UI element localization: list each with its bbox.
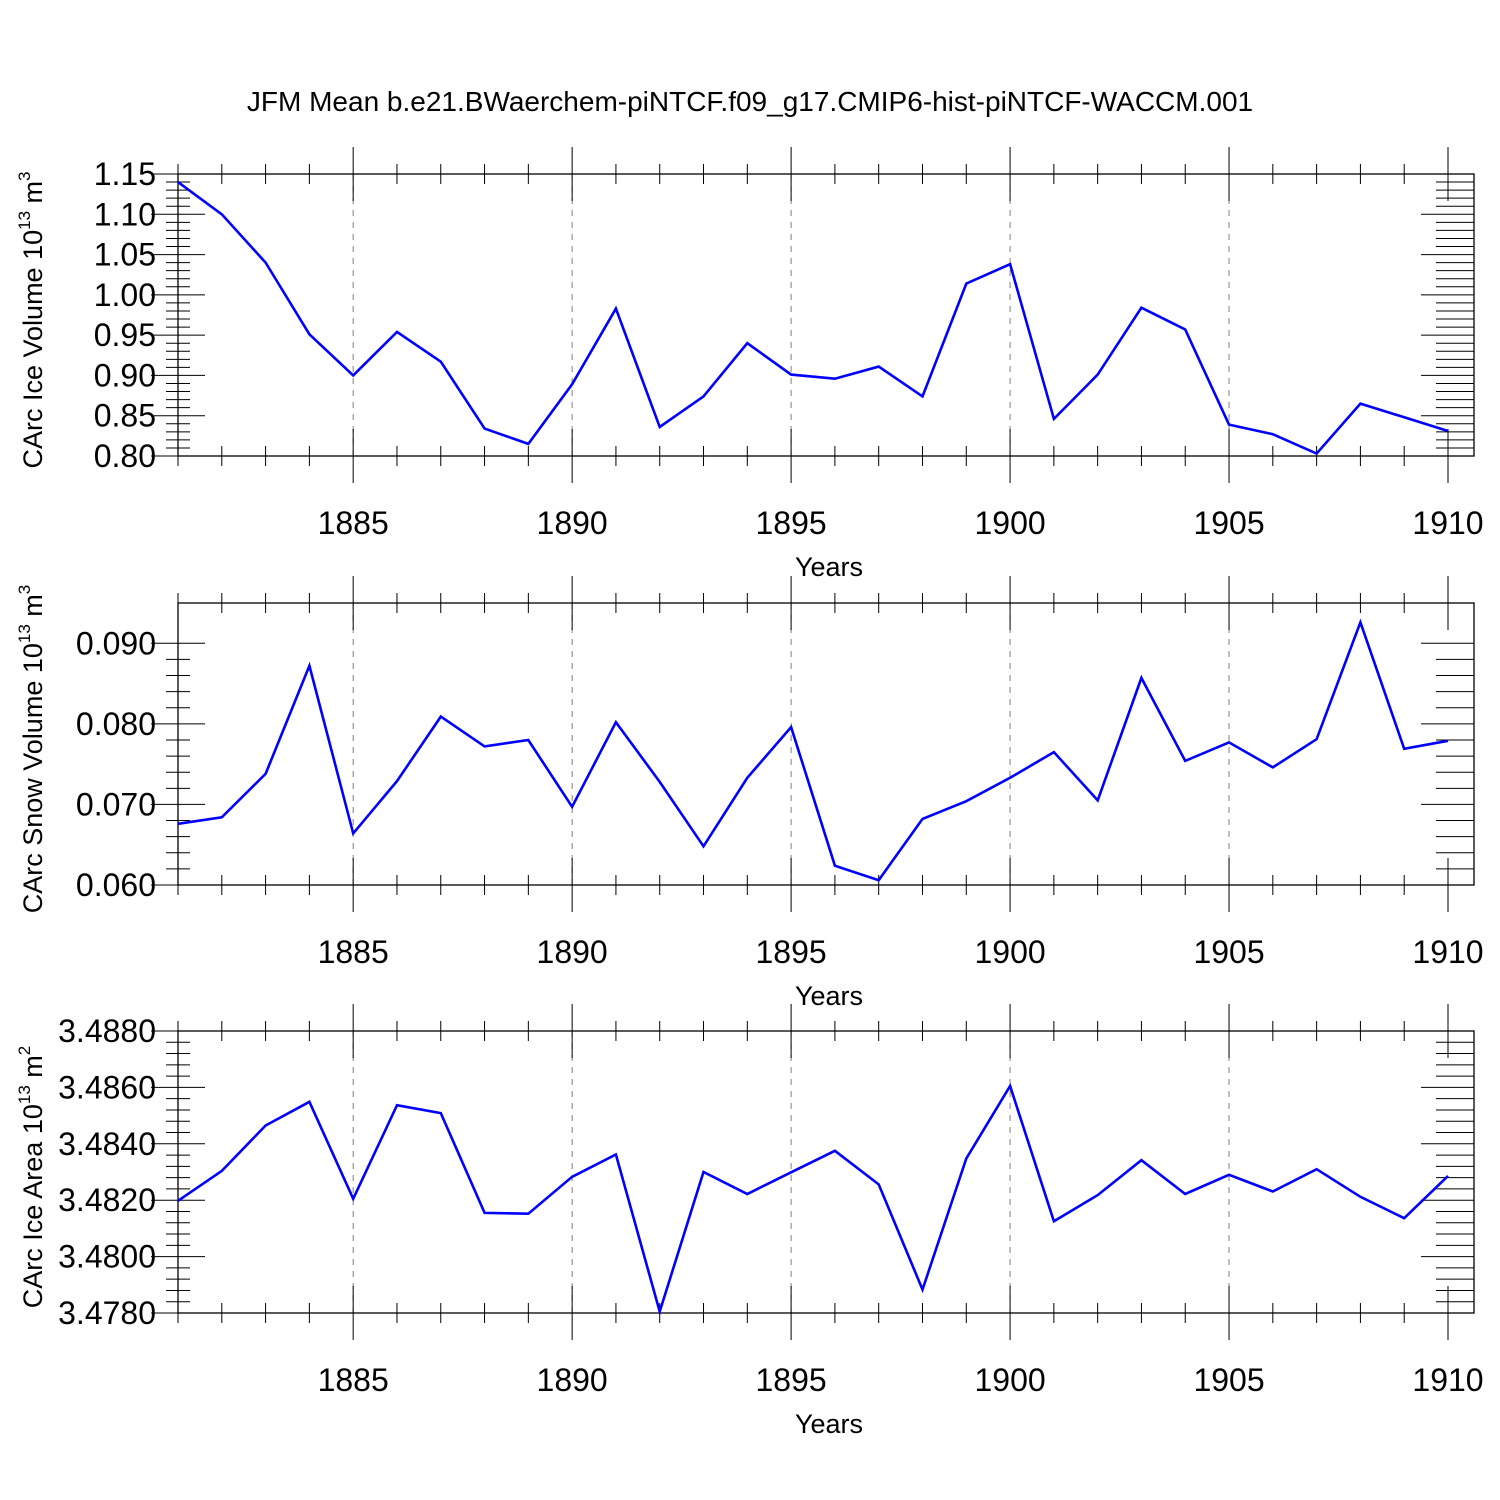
y-tick-label: 0.90 — [94, 357, 156, 393]
plot-frame — [177, 173, 1475, 457]
y-axis-label: CArc Ice Area 1013 m2 — [15, 1046, 48, 1309]
figure-title: JFM Mean b.e21.BWaerchem-piNTCF.f09_g17.… — [247, 86, 1253, 117]
x-tick-label: 1910 — [1412, 1362, 1483, 1398]
x-axis-label: Years — [795, 981, 863, 1011]
plot-frame — [177, 602, 1475, 886]
x-axis-label: Years — [795, 1409, 863, 1439]
y-tick-label: 1.15 — [94, 156, 156, 192]
x-axis-label: Years — [795, 552, 863, 582]
y-tick-label: 1.05 — [94, 237, 156, 273]
x-tick-label: 1900 — [974, 505, 1045, 541]
series-line-snow-volume — [177, 618, 1449, 882]
y-tick-label: 0.070 — [76, 786, 156, 822]
x-tick-label: 1910 — [1412, 505, 1483, 541]
y-tick-label: 0.80 — [94, 438, 156, 474]
y-tick-label: 3.4820 — [58, 1182, 156, 1218]
panel-ice-volume: 0.80 0.85 0.90 0.95 1.00 1.05 1.10 1.15 1885 1890… — [15, 147, 1484, 582]
x-tick-label: 1885 — [318, 1362, 389, 1398]
x-tick-label: 1895 — [756, 1362, 827, 1398]
x-tick-label: 1890 — [537, 1362, 608, 1398]
x-tick-label: 1895 — [756, 934, 827, 970]
series-line-ice-volume — [177, 181, 1449, 456]
panel-ice-area: 3.4780 3.4800 3.4820 3.4840 3.4860 3.4880 1885… — [15, 1004, 1484, 1439]
x-tick-label: 1905 — [1193, 934, 1264, 970]
x-tick-label: 1905 — [1193, 1362, 1264, 1398]
y-axis-label: CArc Ice Volume 1013 m3 — [15, 171, 48, 468]
x-tick-label: 1890 — [537, 934, 608, 970]
y-tick-label: 1.10 — [94, 196, 156, 232]
series-line-ice-area — [177, 1082, 1449, 1317]
x-tick-label: 1890 — [537, 505, 608, 541]
x-tick-label: 1905 — [1193, 505, 1264, 541]
panel-snow-volume: 0.060 0.070 0.080 0.090 1885 1890 1895 1900 1905… — [15, 576, 1484, 1011]
y-tick-label: 0.95 — [94, 317, 156, 353]
y-tick-label: 0.090 — [76, 625, 156, 661]
y-tick-label: 3.4800 — [58, 1239, 156, 1275]
y-tick-label: 3.4840 — [58, 1126, 156, 1162]
plot-frame — [177, 1030, 1475, 1314]
x-tick-label: 1910 — [1412, 934, 1483, 970]
x-tick-label: 1895 — [756, 505, 827, 541]
y-axis-label: CArc Snow Volume 1013 m3 — [15, 585, 48, 914]
x-tick-label: 1900 — [974, 1362, 1045, 1398]
y-tick-label: 3.4780 — [58, 1295, 156, 1331]
y-tick-label: 3.4880 — [58, 1013, 156, 1049]
y-tick-label: 3.4860 — [58, 1069, 156, 1105]
x-tick-label: 1900 — [974, 934, 1045, 970]
x-tick-label: 1885 — [318, 505, 389, 541]
y-tick-label: 0.85 — [94, 398, 156, 434]
x-tick-label: 1885 — [318, 934, 389, 970]
y-tick-label: 1.00 — [94, 277, 156, 313]
panels: 0.80 0.85 0.90 0.95 1.00 1.05 1.10 1.15 1885 1890… — [15, 147, 1484, 1439]
y-tick-label: 0.080 — [76, 706, 156, 742]
y-tick-label: 0.060 — [76, 867, 156, 903]
